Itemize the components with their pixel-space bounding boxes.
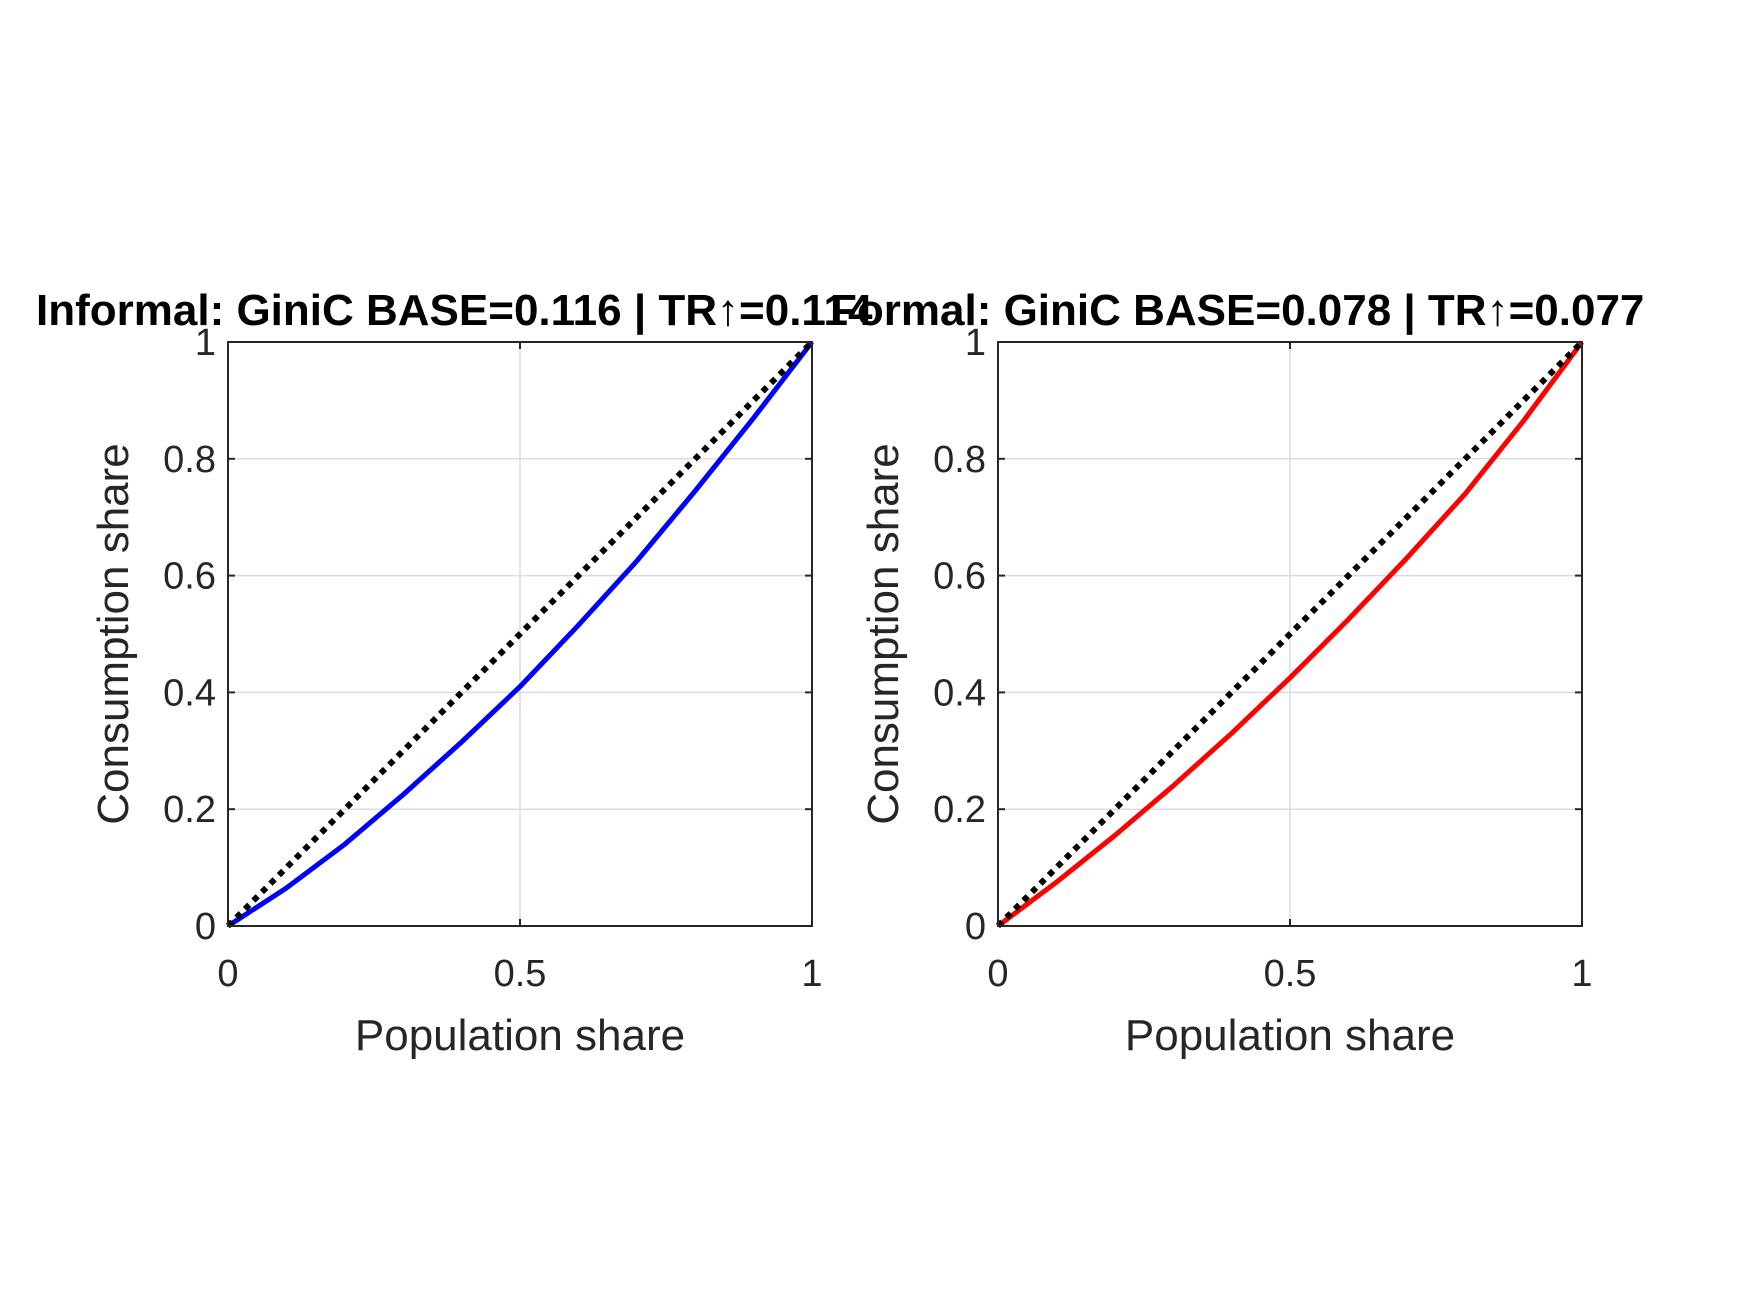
y-tick-label: 0.6: [163, 556, 216, 598]
y-tick-label: 0.6: [933, 556, 986, 598]
y-tick-label: 0.8: [163, 439, 216, 481]
x-axis-label-informal: Population share: [355, 1011, 685, 1060]
y-tick-label: 0.8: [933, 439, 986, 481]
x-tick-label: 1: [801, 953, 822, 995]
x-tick-label: 0.5: [494, 953, 547, 995]
chart-title-informal: Informal: GiniC BASE=0.116 | TR↑=0.114: [36, 286, 873, 336]
x-tick-label: 0: [987, 953, 1008, 995]
equality-line-informal: [225, 339, 815, 929]
y-tick-label: 0.4: [163, 672, 216, 714]
x-tick-label: 1: [1571, 953, 1592, 995]
ticks-layer-1: 0 0.5 1 0 0.2 0.4 0.6 0.8 1: [933, 322, 1592, 995]
chart-formal: 0 0.5 1 0 0.2 0.4 0.6 0.8 1 Population share Con…: [830, 286, 1644, 1060]
lorenz-curve-informal: [226, 340, 814, 929]
y-tick-label: 0.4: [933, 672, 986, 714]
x-tick-label: 0.5: [1264, 953, 1317, 995]
y-tick-label: 1: [195, 322, 216, 364]
lorenz-curve-formal: [996, 340, 1585, 929]
equality-line-formal: [995, 339, 1585, 929]
y-axis-label-formal: Consumption share: [859, 443, 908, 825]
y-tick-label: 1: [965, 322, 986, 364]
chart-title-formal: Formal: GiniC BASE=0.078 | TR↑=0.077: [830, 286, 1644, 336]
ticks-layer-0: 0 0.5 1 0 0.2 0.4 0.6 0.8 1: [163, 322, 822, 995]
y-tick-label: 0: [195, 906, 216, 948]
y-tick-label: 0.2: [163, 789, 216, 831]
y-axis-label-informal: Consumption share: [89, 443, 138, 825]
x-tick-label: 0: [217, 953, 238, 995]
series-layer-0: [225, 339, 815, 929]
y-tick-label: 0: [965, 906, 986, 948]
series-layer-1: [995, 339, 1585, 929]
chart-informal: 0 0.5 1 0 0.2 0.4 0.6 0.8 1 Population share Con…: [36, 286, 873, 1060]
x-axis-label-formal: Population share: [1125, 1011, 1455, 1060]
y-tick-label: 0.2: [933, 789, 986, 831]
